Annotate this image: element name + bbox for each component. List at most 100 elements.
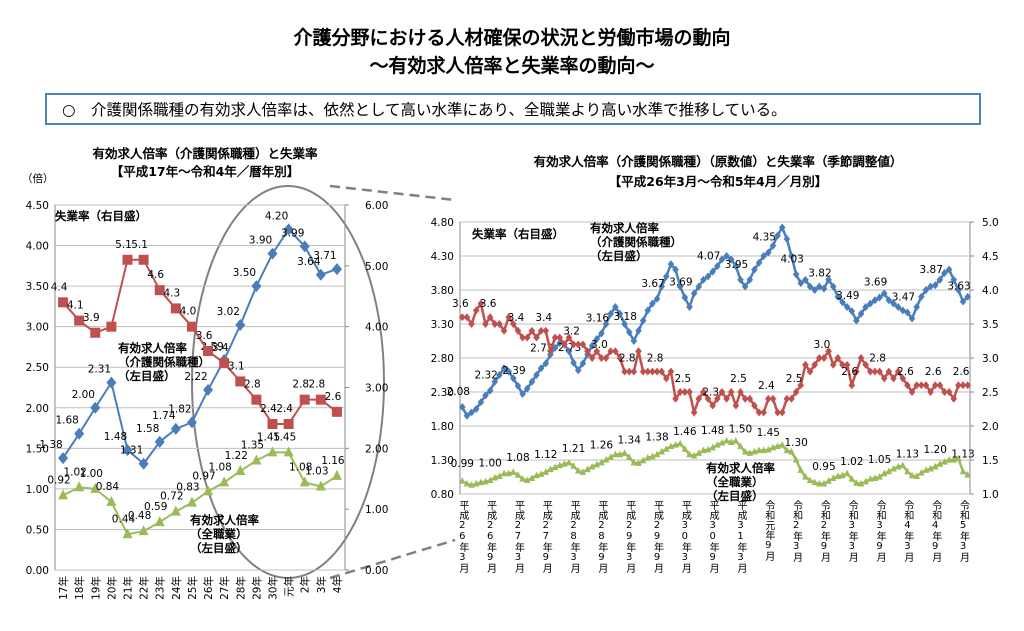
point <box>496 371 503 379</box>
highlight-ellipse <box>191 185 385 579</box>
point <box>331 263 342 276</box>
point <box>565 333 573 342</box>
y2-tick-label: 3.00 <box>365 383 388 395</box>
point <box>913 472 920 479</box>
y-tick-label: 3.50 <box>26 281 49 293</box>
point <box>551 463 559 471</box>
point <box>709 267 716 276</box>
point <box>612 347 619 356</box>
point <box>867 475 874 482</box>
point <box>927 464 934 472</box>
point <box>922 381 930 390</box>
point <box>565 347 573 356</box>
point <box>931 462 939 470</box>
right-chart-subtitle: 【平成26年3月～令和5年4月／月別】 <box>609 174 828 189</box>
point <box>820 284 828 293</box>
summary-box <box>45 93 981 125</box>
point <box>834 354 842 362</box>
point <box>718 388 726 396</box>
point <box>154 435 165 448</box>
x-tick-label: 平成28年3月 <box>568 500 580 574</box>
point <box>58 452 69 465</box>
x-tick-label: 21年 <box>122 576 135 600</box>
point <box>936 275 944 284</box>
point <box>122 254 133 265</box>
point <box>459 403 466 411</box>
point <box>653 294 661 303</box>
point <box>547 465 554 473</box>
data-label: 3.02 <box>217 306 240 318</box>
point <box>514 326 522 335</box>
point <box>964 381 971 390</box>
point <box>709 401 716 410</box>
data-label: 1.08 <box>506 452 529 464</box>
y2-tick-label: 2.00 <box>365 443 388 455</box>
point <box>829 282 837 291</box>
point <box>283 419 294 429</box>
point <box>769 394 777 403</box>
point <box>913 381 920 390</box>
data-label: 3.82 <box>808 268 831 280</box>
point <box>523 333 531 342</box>
point <box>788 394 795 403</box>
point <box>843 303 851 311</box>
point <box>616 354 624 362</box>
point <box>797 381 805 390</box>
data-label: 0.95 <box>812 461 835 473</box>
point <box>667 367 675 376</box>
data-label: 0.44 <box>112 513 136 525</box>
legend-line: 有効求人倍率 <box>190 513 259 527</box>
point <box>959 297 967 306</box>
point <box>760 446 767 454</box>
point <box>658 447 665 455</box>
data-label: 0.92 <box>47 474 70 486</box>
point <box>876 367 883 376</box>
point <box>630 337 638 345</box>
legend-label: 失業率（右目盛） <box>472 227 564 241</box>
point <box>584 347 591 356</box>
point <box>203 485 214 496</box>
data-label: 1.00 <box>80 468 103 480</box>
point <box>806 282 814 291</box>
point <box>936 460 944 467</box>
data-label: 2.5 <box>786 373 803 385</box>
point <box>235 319 246 332</box>
y-tick-label: 4.00 <box>26 241 49 253</box>
point <box>964 471 971 478</box>
data-label: 1.02 <box>63 466 86 478</box>
point <box>760 252 767 260</box>
point <box>700 446 707 454</box>
point <box>472 306 480 315</box>
point <box>802 360 809 369</box>
x-tick-label: 24年 <box>170 576 183 600</box>
point <box>519 333 526 342</box>
left-chart-subtitle: 【平成17年～令和4年／暦年別】 <box>111 164 300 179</box>
x-tick-label: 20年 <box>105 576 118 600</box>
point <box>459 313 466 322</box>
data-label: 0.83 <box>176 482 199 494</box>
data-label: 5.1 <box>131 239 148 251</box>
point <box>709 443 716 451</box>
point <box>663 272 670 281</box>
point <box>621 367 628 376</box>
point <box>695 282 703 291</box>
data-label: 2.32 <box>474 370 497 382</box>
data-label: 3.2 <box>563 325 580 337</box>
legend-line: （介護関係職種） <box>590 235 682 249</box>
point <box>593 335 601 343</box>
data-label: 2.4 <box>276 403 293 415</box>
data-label: 2.39 <box>502 365 525 377</box>
point <box>331 469 342 480</box>
connector <box>329 538 456 580</box>
point <box>867 367 874 376</box>
x-tick-label: 19年 <box>89 576 102 600</box>
data-label: 3.67 <box>641 278 664 290</box>
point <box>598 458 605 466</box>
y-tick-label: 4.50 <box>26 200 49 212</box>
legend-line: （左目盛） <box>118 369 176 383</box>
point <box>283 223 294 236</box>
point <box>463 313 471 322</box>
point <box>825 347 832 356</box>
point <box>482 320 489 328</box>
x-tick-label: 令和3年9月 <box>874 499 886 563</box>
